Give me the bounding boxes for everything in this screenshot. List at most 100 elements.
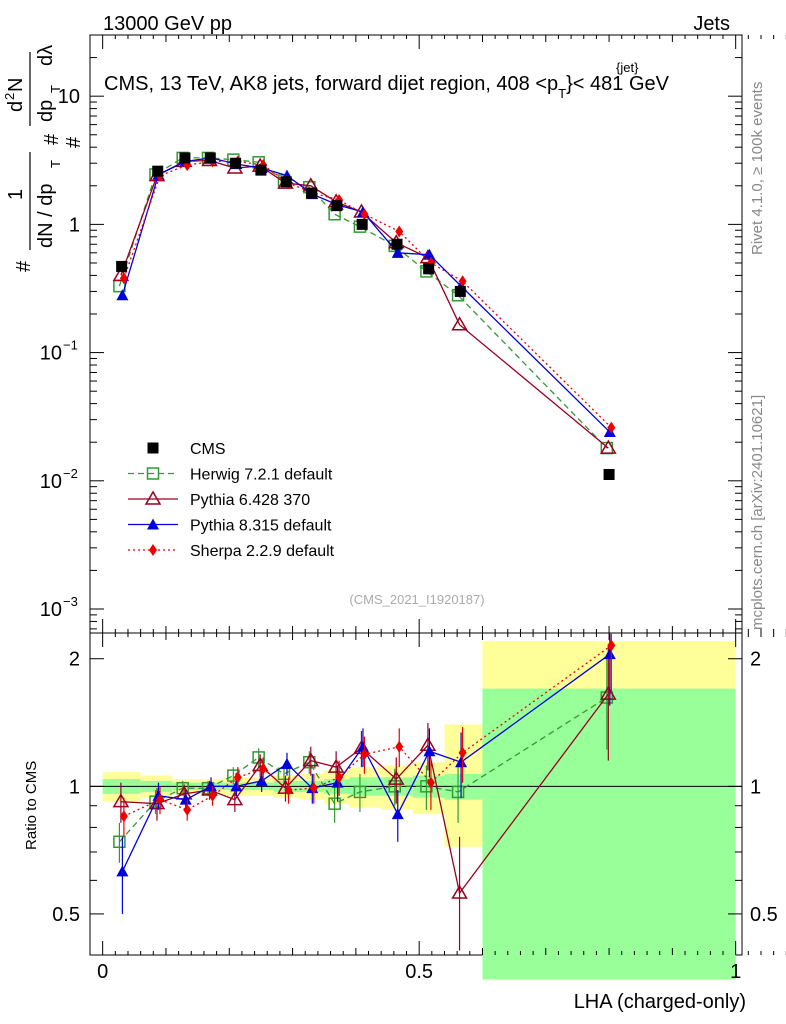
ratio-point xyxy=(388,780,402,793)
ylabel-dn-dpt-sub: T xyxy=(48,160,63,168)
ratio-point xyxy=(155,793,164,806)
ratio-point xyxy=(607,639,616,652)
legend-marker xyxy=(149,544,157,556)
ylabel-dp-sub: T xyxy=(48,85,63,93)
ratio-point xyxy=(255,774,268,786)
ratio-point xyxy=(455,756,468,768)
ratio-point xyxy=(183,803,192,816)
ratio-frame xyxy=(89,632,743,956)
data-point xyxy=(423,263,435,275)
ratio-line xyxy=(123,644,612,817)
ratio-point xyxy=(176,781,189,795)
ratio-y-tick-label: 1 xyxy=(69,776,80,798)
data-point xyxy=(280,176,292,188)
ylabel-hash-3: # xyxy=(41,133,63,145)
data-point xyxy=(391,238,403,250)
series-point xyxy=(458,275,467,288)
header-left-label: 13000 GeV pp xyxy=(103,13,232,35)
ratio-point xyxy=(391,808,404,820)
ratio-point xyxy=(259,762,268,775)
ratio-y-tick-label-right: 2 xyxy=(750,649,761,671)
ratio-point xyxy=(600,691,614,704)
series-line xyxy=(121,157,611,433)
y-tick-exponent: −1 xyxy=(63,338,78,353)
ratio-point xyxy=(426,776,435,789)
data-point xyxy=(356,218,368,230)
ratio-point xyxy=(353,785,367,799)
data-point xyxy=(230,157,242,169)
ratio-point xyxy=(395,740,404,753)
ratio-point xyxy=(360,748,369,761)
ratio-plot-series xyxy=(112,633,617,951)
ratio-ylabel: Ratio to CMS xyxy=(23,761,40,850)
y-tick-exponent: −2 xyxy=(63,466,78,481)
ratio-point xyxy=(356,740,369,752)
ratio-point xyxy=(113,835,126,849)
analysis-watermark: (CMS_2021_I1920187) xyxy=(349,592,484,607)
y-tick-label: 10 xyxy=(40,343,62,365)
data-point xyxy=(603,468,615,480)
series-point xyxy=(116,289,129,301)
legend-label: Pythia 6.428 370 xyxy=(190,492,310,509)
series-point xyxy=(451,316,468,331)
ratio-point xyxy=(230,780,243,792)
legend-label: Sherpa 2.2.9 default xyxy=(190,543,335,560)
ratio-point xyxy=(451,785,465,799)
series-point xyxy=(423,248,436,260)
ylabel-hash-2: # xyxy=(63,136,85,148)
ratio-y-tick-label: 0.5 xyxy=(52,904,80,926)
plot-title-main: CMS, 13 TeV, AK8 jets, forward dijet reg… xyxy=(104,73,558,95)
ratio-y-tick-label-right: 1 xyxy=(750,776,761,798)
plot-title-end: }< 481 GeV xyxy=(566,73,670,95)
series-line xyxy=(123,160,612,429)
series-line xyxy=(118,157,608,449)
ratio-line xyxy=(121,653,611,872)
ratio-y-tick-label: 2 xyxy=(69,649,80,671)
legend-marker xyxy=(147,518,159,530)
main-plot-series xyxy=(112,151,617,480)
ratio-point xyxy=(451,884,468,899)
data-point xyxy=(116,260,128,272)
ratio-point xyxy=(387,770,405,785)
ratio-point xyxy=(116,865,129,877)
series-point xyxy=(603,426,616,438)
ratio-point xyxy=(423,745,436,757)
series-point xyxy=(395,225,404,238)
ratio-point xyxy=(208,789,217,802)
y-tick-label: 10 xyxy=(40,471,62,493)
x-tick-label: 0.5 xyxy=(405,961,433,983)
ylabel-hash-1: # xyxy=(13,260,35,272)
series-point xyxy=(600,439,617,454)
data-point xyxy=(454,285,466,297)
data-point xyxy=(331,200,343,212)
plot-title-superscript: {jet} xyxy=(616,60,639,75)
plot-title: CMS, 13 TeV, AK8 jets, forward dijet reg… xyxy=(104,73,670,101)
y-tick-label: 10 xyxy=(40,599,62,621)
rivet-label: Rivet 4.1.0, ≥ 100k events xyxy=(749,82,766,255)
ratio-point xyxy=(603,648,616,660)
data-point xyxy=(255,164,267,176)
ratio-point xyxy=(331,776,344,788)
ratio-point xyxy=(458,746,467,759)
legend: CMS Herwig 7.2.1 default Pythia 6.428 370 P… xyxy=(128,441,335,560)
ratio-point xyxy=(252,751,265,764)
data-point xyxy=(179,152,191,164)
legend-label: CMS xyxy=(190,441,226,458)
series-line xyxy=(120,159,609,449)
ratio-point xyxy=(226,791,244,806)
main-ylabel: # 1 dN / dp T # d 2 N # dp T dλ xyxy=(2,45,85,272)
legend-label: Pythia 8.315 default xyxy=(190,518,332,535)
y-tick-label: 1 xyxy=(69,214,80,236)
ratio-y-tick-label-right: 0.5 xyxy=(750,904,778,926)
series-point xyxy=(607,421,616,434)
ylabel-n: N xyxy=(5,78,27,92)
legend-marker xyxy=(146,467,160,480)
y-tick-label: 10 xyxy=(58,86,80,108)
ratio-point xyxy=(205,780,218,792)
x-tick-label: 1 xyxy=(730,961,741,983)
ratio-point xyxy=(284,784,293,797)
series-point xyxy=(360,208,369,221)
ratio-point xyxy=(309,782,318,795)
